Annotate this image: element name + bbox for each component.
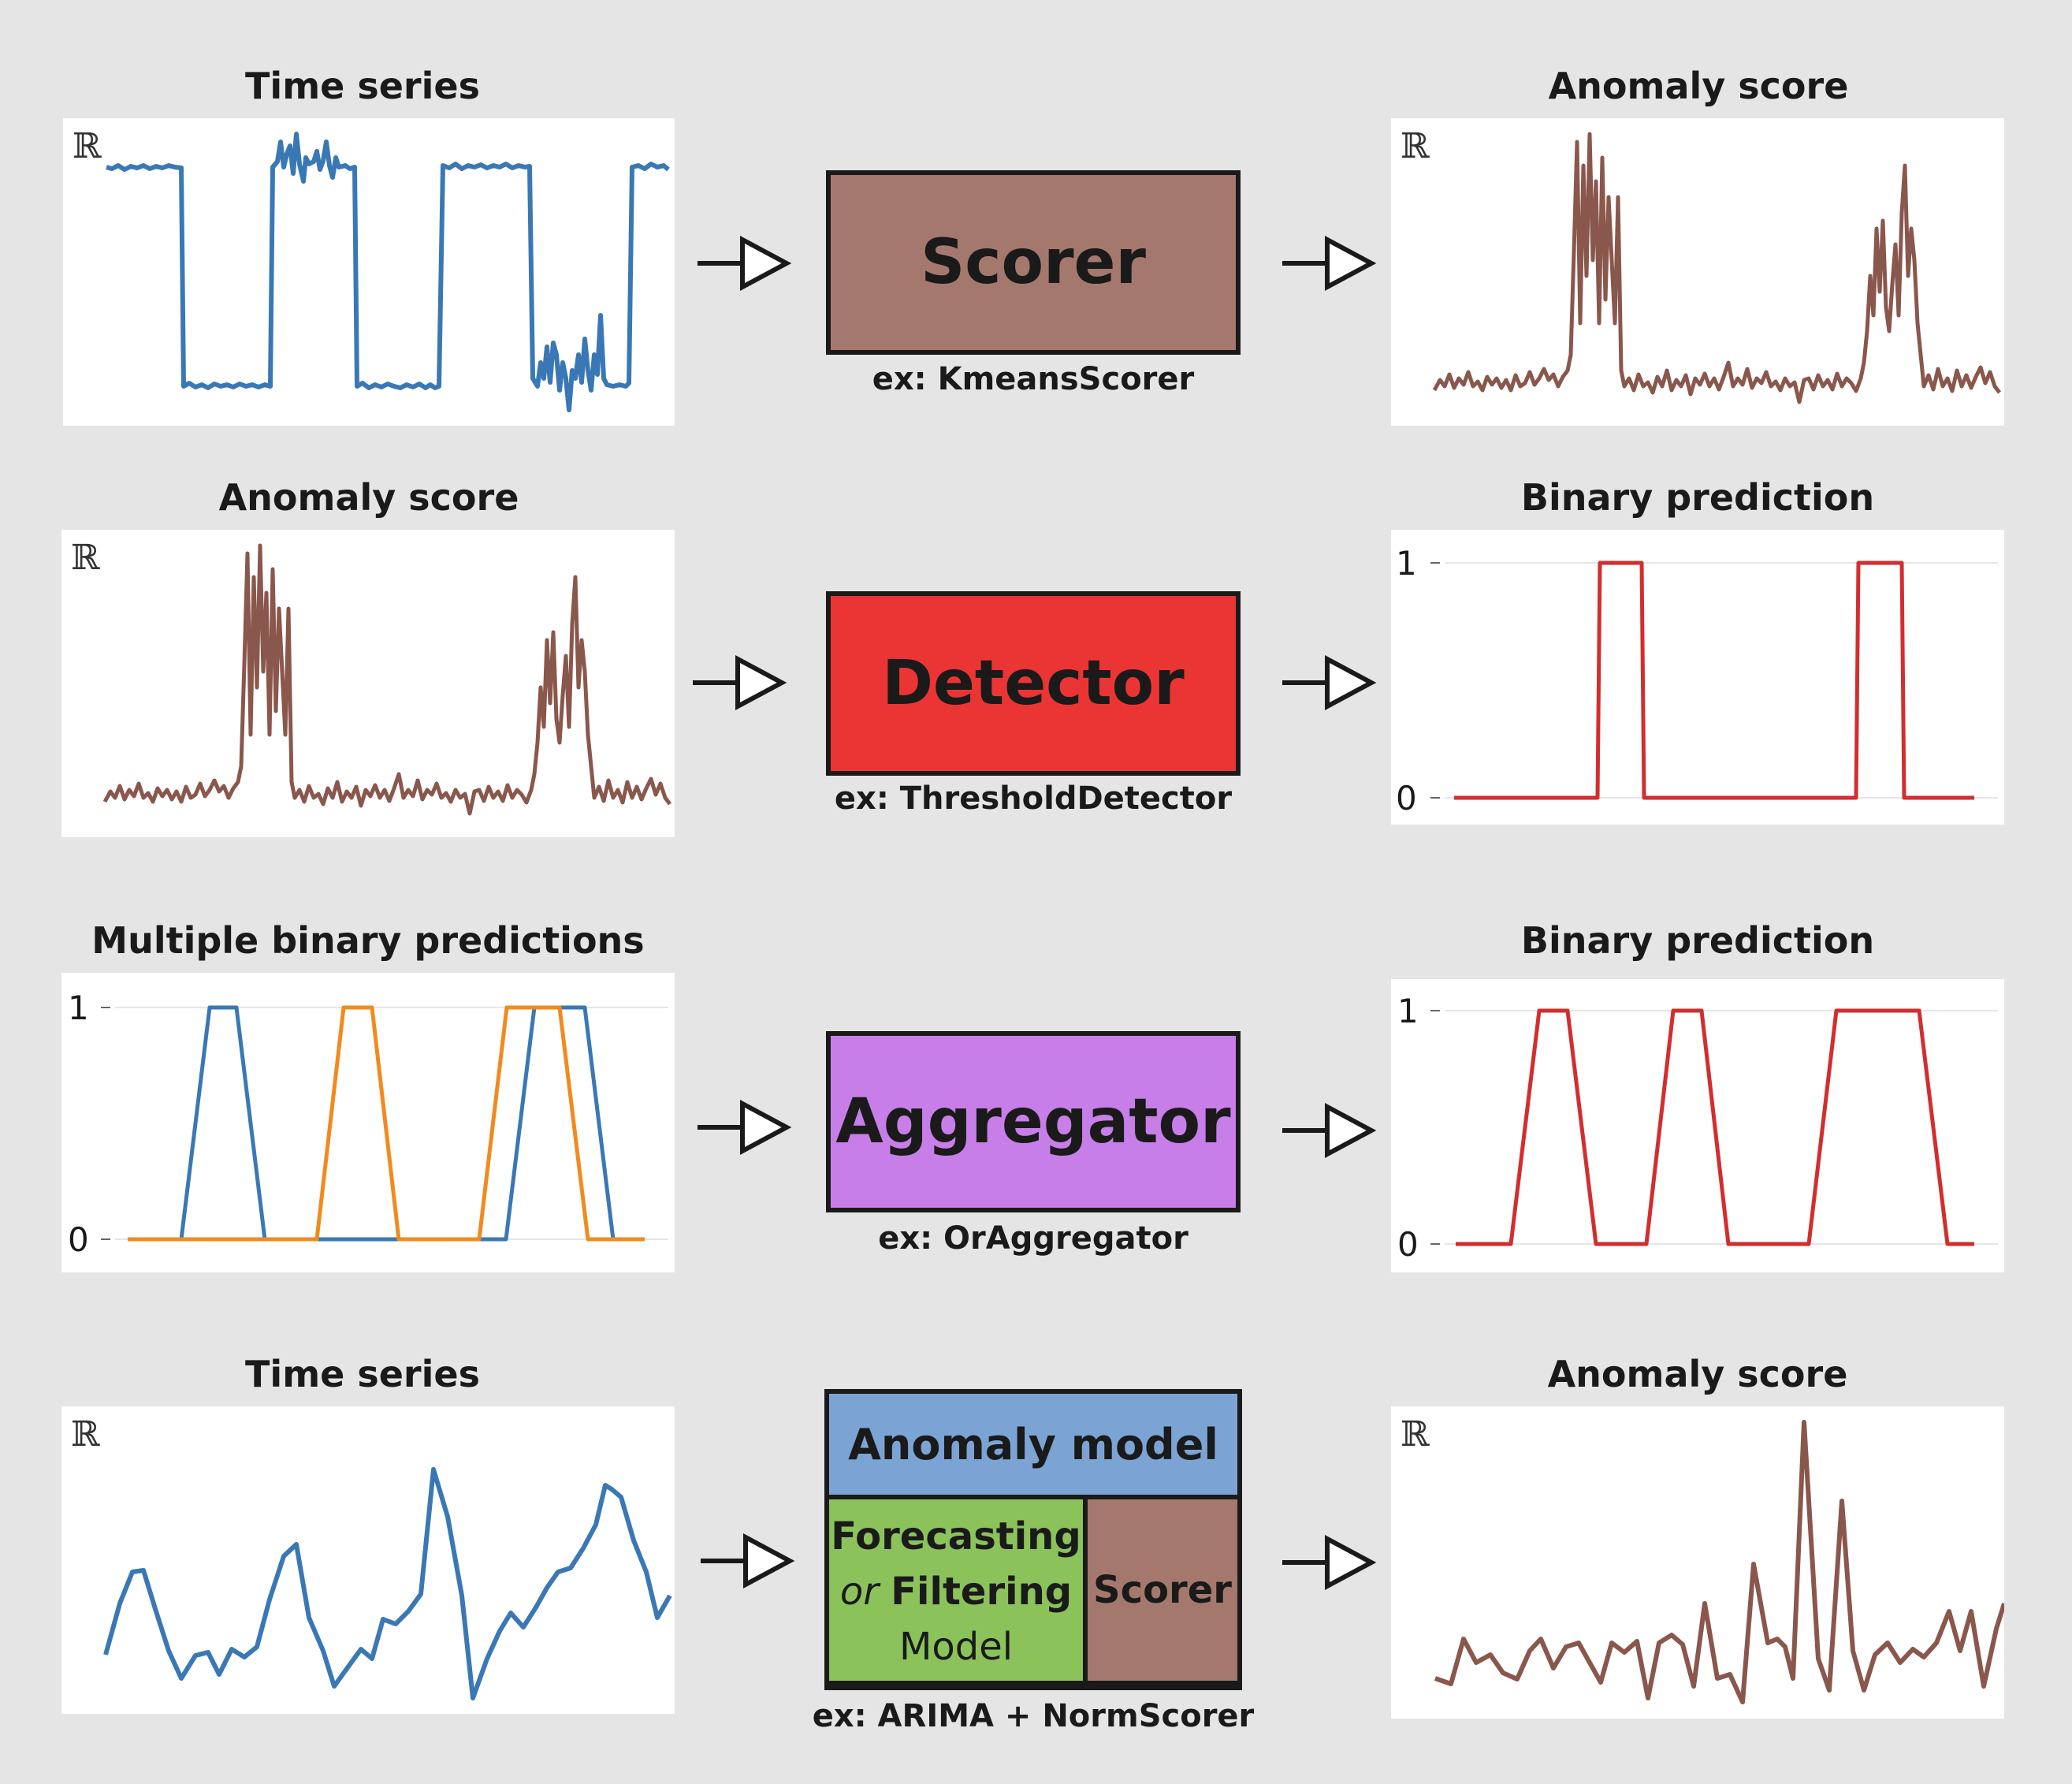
forecasting-label: Forecasting	[831, 1514, 1081, 1559]
row2-arrow-from-detector	[1282, 654, 1377, 711]
row4-arrow-from-anomaly-model	[1282, 1534, 1377, 1591]
binary-series-blue	[128, 1005, 645, 1242]
anomaly-model-header: Anomaly model	[829, 1394, 1237, 1495]
scorer-caption: ex: KmeansScorer	[872, 361, 1195, 397]
real-numbers-symbol: ℝ	[73, 126, 102, 166]
tick-label-one: 1	[1397, 992, 1419, 1030]
anomaly-score-line-plot	[1434, 1420, 2004, 1704]
anomaly-model-caption: ex: ARIMA + NormScorer	[812, 1698, 1255, 1734]
row3-right-title: Binary prediction	[1520, 919, 1875, 962]
row1-anomaly-score-plot: ℝ	[1391, 118, 2004, 426]
anomaly-score-line-plot	[102, 543, 671, 816]
row1-left-title: Time series	[245, 65, 480, 107]
row2-right-title: Binary prediction	[1520, 476, 1875, 519]
aggregator-box: Aggregator	[826, 1031, 1241, 1212]
forecasting-filtering-model-box: Forecasting or Filtering Model	[829, 1499, 1083, 1681]
row2-arrow-to-detector	[693, 654, 787, 711]
tick-label-zero: 0	[68, 1220, 89, 1259]
row4-anomaly-score-plot: ℝ	[1391, 1406, 2004, 1719]
row1-right-title: Anomaly score	[1548, 65, 1849, 107]
tick-label-one: 1	[68, 989, 89, 1027]
aggregator-caption: ex: OrAggregator	[878, 1220, 1189, 1257]
detector-box: Detector	[826, 591, 1241, 776]
binary-series-orange	[128, 1005, 645, 1242]
real-numbers-symbol: ℝ	[71, 538, 100, 578]
real-numbers-symbol: ℝ	[71, 1414, 100, 1454]
row4-right-title: Anomaly score	[1547, 1353, 1848, 1395]
row3-left-title: Multiple binary predictions	[91, 919, 645, 962]
tick-label-one: 1	[1396, 544, 1417, 583]
row4-left-title: Time series	[245, 1353, 480, 1395]
row1-arrow-from-scorer	[1282, 235, 1377, 292]
tick-label-zero: 0	[1396, 779, 1417, 818]
row2-anomaly-score-plot: ℝ	[61, 530, 675, 837]
row2-binary-prediction-plot: 1 0	[1391, 530, 2004, 825]
row3-multiple-binary-plot: 1 0	[61, 973, 675, 1272]
or-label: or	[839, 1570, 879, 1614]
anomaly-model-composite-box: Anomaly model Forecasting or Filtering M…	[824, 1389, 1242, 1690]
filtering-label: Filtering	[891, 1570, 1073, 1614]
row2-left-title: Anomaly score	[218, 476, 519, 519]
time-series-line-plot	[103, 1467, 672, 1700]
row3-binary-prediction-plot: 1 0	[1391, 979, 2004, 1272]
real-numbers-symbol: ℝ	[1401, 1414, 1430, 1454]
binary-prediction-line-plot	[1430, 561, 1998, 800]
row3-arrow-to-aggregator	[697, 1099, 792, 1156]
row4-time-series-plot: ℝ	[61, 1406, 675, 1714]
row3-arrow-from-aggregator	[1282, 1102, 1377, 1159]
scorer-box: Scorer	[826, 170, 1241, 355]
scorer-sub-box: Scorer	[1088, 1499, 1237, 1681]
real-numbers-symbol: ℝ	[1401, 126, 1430, 166]
row1-time-series-plot: ℝ	[63, 118, 675, 426]
time-series-line-plot	[106, 132, 670, 412]
tick-label-zero: 0	[1397, 1225, 1419, 1264]
anomaly-score-line-plot	[1432, 132, 2001, 404]
row4-arrow-to-anomaly-model	[701, 1533, 795, 1589]
multiple-binary-line-plot	[101, 1005, 668, 1242]
row1-arrow-to-scorer	[697, 235, 792, 292]
model-label: Model	[898, 1625, 1014, 1669]
detector-caption: ex: ThresholdDetector	[834, 780, 1233, 817]
binary-prediction-line-plot	[1430, 1008, 1998, 1246]
